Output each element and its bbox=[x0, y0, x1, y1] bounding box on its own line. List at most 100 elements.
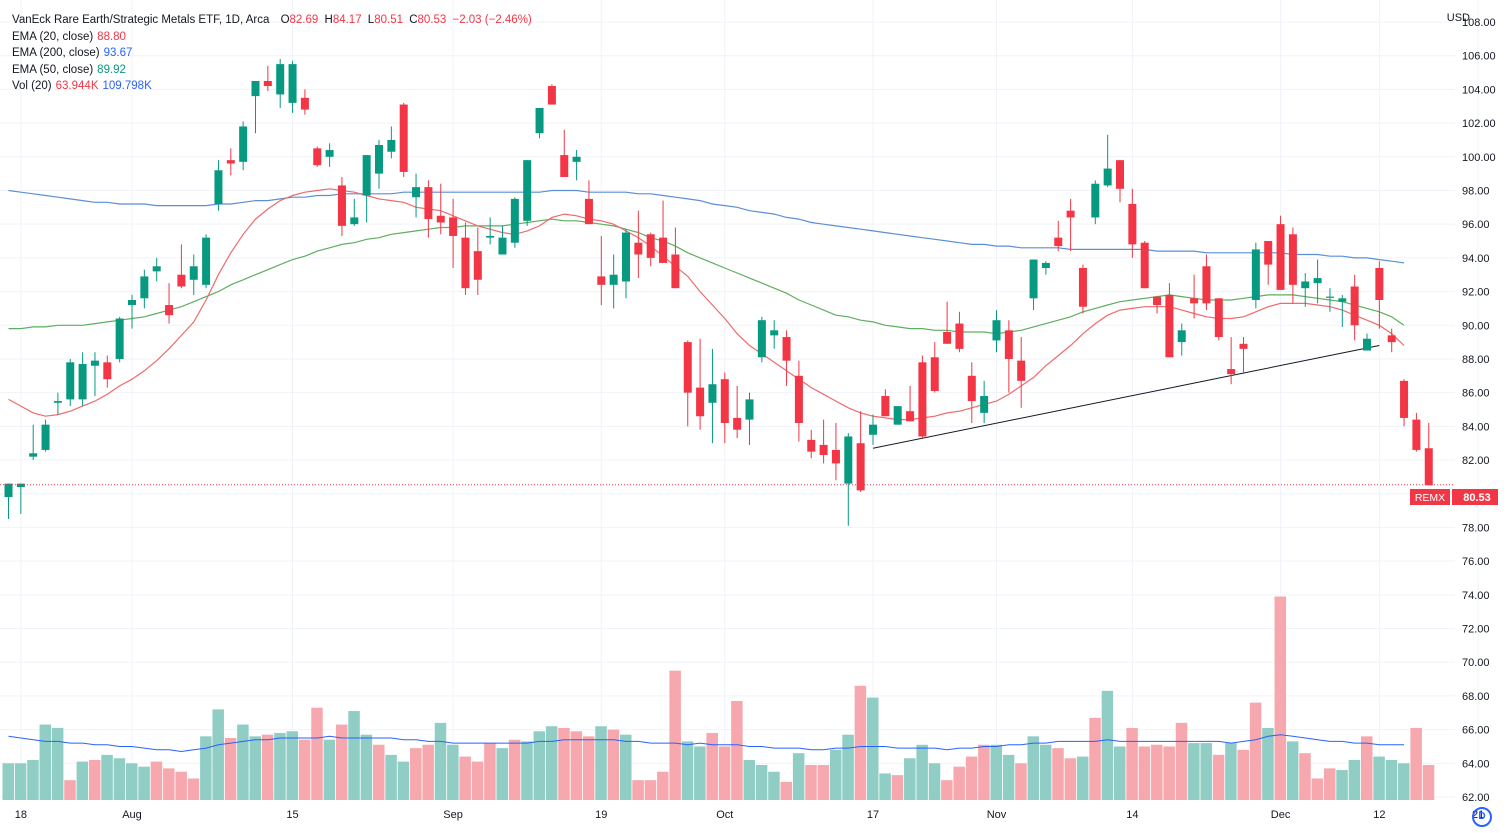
candle-body bbox=[733, 417, 742, 430]
candle-body bbox=[1264, 241, 1273, 265]
price-tick-label: 90.00 bbox=[1462, 320, 1490, 332]
time-tick-label: Aug bbox=[122, 809, 142, 821]
indicator-ema50[interactable]: EMA (50, close) 89.92 bbox=[12, 62, 532, 79]
volume-bar bbox=[768, 771, 780, 800]
candle-body bbox=[4, 483, 13, 498]
close-label: C bbox=[409, 14, 418, 26]
volume-bar bbox=[101, 754, 113, 800]
candle-body bbox=[893, 406, 902, 425]
volume-bar bbox=[1323, 768, 1336, 800]
candle-body bbox=[412, 187, 421, 198]
candle-body bbox=[486, 235, 495, 238]
volume-bar bbox=[681, 741, 694, 800]
candle-body bbox=[683, 342, 692, 393]
volume-bar bbox=[743, 759, 755, 800]
volume-bar bbox=[64, 780, 76, 800]
volume-bar bbox=[1163, 746, 1175, 800]
price-tick-label: 66.00 bbox=[1462, 725, 1490, 737]
currency-label[interactable]: USD bbox=[1446, 12, 1470, 24]
volume-bar bbox=[212, 709, 224, 800]
volume-bar bbox=[1249, 702, 1262, 800]
volume-bar bbox=[1311, 778, 1324, 800]
volume-bar bbox=[953, 766, 965, 800]
candle-body bbox=[622, 232, 630, 282]
volume-bar bbox=[175, 771, 187, 800]
candle-body bbox=[177, 274, 186, 287]
volume-bar bbox=[1410, 727, 1422, 800]
candle-body bbox=[300, 97, 309, 110]
candle-body bbox=[819, 444, 828, 455]
volume-bar bbox=[360, 734, 373, 800]
time-tick-label: Nov bbox=[987, 809, 1007, 821]
volume-bar bbox=[1212, 754, 1225, 800]
indicator-label: EMA (20, close) bbox=[12, 30, 94, 43]
volume-bar bbox=[434, 722, 447, 800]
candle-body bbox=[1400, 380, 1409, 418]
volume-bar bbox=[126, 763, 138, 800]
volume-bar bbox=[521, 741, 533, 800]
indicator-volume[interactable]: Vol (20) 63.944K 109.798K bbox=[12, 78, 532, 95]
volume-bar bbox=[595, 726, 607, 800]
candle-body bbox=[708, 384, 717, 403]
price-axis[interactable]: 108.00 106.00 104.00 102.00 100.00 98.00 96.00… bbox=[1462, 17, 1496, 804]
candle-body bbox=[1190, 298, 1199, 304]
indicator-value: 93.67 bbox=[103, 47, 133, 59]
candle-body bbox=[1387, 335, 1396, 343]
candle-body bbox=[1165, 294, 1174, 358]
candle-body bbox=[214, 170, 223, 204]
candle-body bbox=[1375, 267, 1384, 300]
volume-bar bbox=[1089, 717, 1101, 800]
volume-bar bbox=[138, 766, 150, 800]
volume-bar bbox=[607, 729, 620, 800]
volume-bar bbox=[298, 739, 311, 800]
candle-body bbox=[239, 126, 248, 162]
volume-bar bbox=[385, 754, 397, 800]
time-tick-label: Dec bbox=[1271, 809, 1291, 821]
indicator-value: 89.92 bbox=[97, 63, 126, 76]
volume-bar bbox=[669, 670, 681, 800]
indicator-ema200[interactable]: EMA (200, close) 93.67 bbox=[12, 45, 532, 62]
volume-bar bbox=[928, 763, 941, 800]
volume-bar bbox=[1348, 759, 1361, 800]
volume-bar bbox=[1039, 744, 1052, 800]
indicator-ema20[interactable]: EMA (20, close) 88.80 bbox=[12, 29, 532, 46]
volume-bar bbox=[706, 732, 718, 800]
candle-body bbox=[1041, 262, 1050, 268]
price-tick-label: 100.00 bbox=[1462, 152, 1496, 164]
time-tick-label: 12 bbox=[1373, 809, 1385, 821]
volume-bar bbox=[965, 756, 978, 800]
price-tick-label: 94.00 bbox=[1462, 253, 1490, 265]
time-tick-label: 17 bbox=[867, 809, 879, 821]
candle-body bbox=[844, 436, 853, 484]
volume-bar bbox=[496, 748, 508, 800]
price-tick-label: 78.00 bbox=[1462, 522, 1490, 534]
candle-body bbox=[1276, 224, 1285, 290]
d-badge-icon[interactable]: D bbox=[1472, 807, 1492, 827]
candle-body bbox=[918, 362, 927, 437]
volume-bar bbox=[508, 739, 521, 800]
volume-bar bbox=[348, 711, 360, 800]
indicator-value: 88.80 bbox=[97, 30, 126, 43]
volume-bar bbox=[1052, 748, 1064, 800]
volume-bar bbox=[941, 780, 953, 800]
candle-body bbox=[1054, 237, 1063, 247]
volume-bar bbox=[1361, 736, 1373, 800]
chart-grid bbox=[0, 0, 1479, 800]
candle-body bbox=[869, 424, 877, 435]
volume-bar bbox=[150, 761, 163, 800]
candle-body bbox=[375, 144, 383, 174]
volume-bar bbox=[570, 731, 583, 800]
candle-body bbox=[189, 266, 198, 280]
volume-bar bbox=[620, 734, 632, 800]
volume-bar bbox=[1027, 736, 1040, 800]
low-value: 80.51 bbox=[374, 14, 403, 26]
volume-bar bbox=[286, 731, 299, 800]
price-tag-symbol: REMX bbox=[1415, 492, 1445, 504]
price-tick-label: 72.00 bbox=[1462, 624, 1490, 636]
candle-body bbox=[1350, 286, 1359, 326]
candle-body bbox=[1091, 183, 1100, 218]
symbol-title[interactable]: VanEck Rare Earth/Strategic Metals ETF, … bbox=[12, 14, 270, 26]
trendline[interactable] bbox=[872, 344, 1380, 449]
time-axis[interactable]: 18 Aug 15 Sep 19 Oct 17 Nov 14 Dec 12 21 bbox=[15, 809, 1485, 821]
